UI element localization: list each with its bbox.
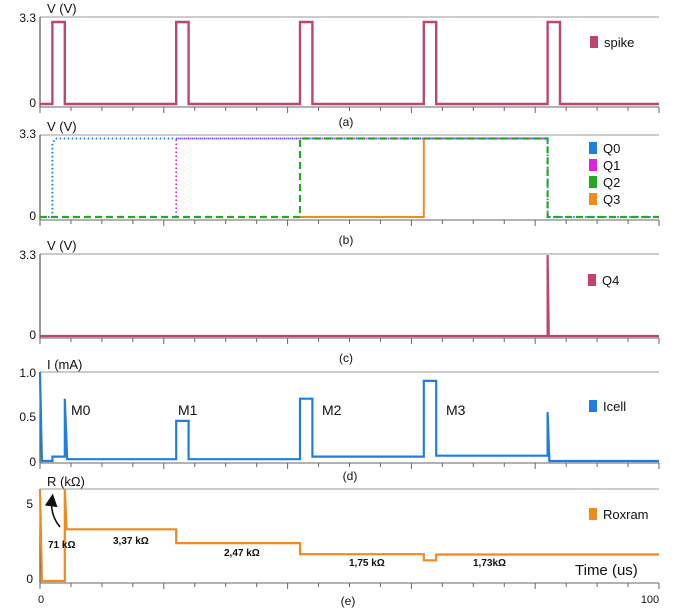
legend-label-icell: Icell — [603, 399, 626, 414]
legend-swatch-q4 — [588, 274, 596, 286]
x-tick-label-0: 0 — [38, 594, 44, 606]
legend-label-q1: Q1 — [603, 158, 620, 173]
panel-c-x-ticks — [39, 338, 660, 344]
panel-b-ytick-bottom: 0 — [29, 209, 36, 223]
annotation-arrow — [44, 493, 61, 528]
annotation-m0: M0 — [71, 402, 91, 418]
legend-label-roxram: Roxram — [603, 507, 649, 522]
panel-d-ytick-mid: 0.5 — [19, 410, 36, 424]
panel-e-ylabel: R (kΩ) — [47, 474, 85, 489]
panel-c-subtitle: (c) — [339, 351, 353, 365]
annotation-2-47-kohm: 2,47 kΩ — [224, 548, 260, 559]
legend-swatch-q2 — [589, 176, 597, 188]
legend-swatch-roxram — [589, 508, 597, 520]
panel-e: R (kΩ) 5 0 71 kΩ 3,37 kΩ 2,47 kΩ 1,75 kΩ… — [26, 474, 660, 608]
legend-swatch-icell — [589, 400, 597, 412]
series-line-icell — [38, 371, 659, 463]
annotation-1-73-kohm: 1,73kΩ — [473, 558, 506, 569]
panel-d-subtitle: (d) — [343, 469, 358, 483]
panel-e-subtitle: (e) — [341, 594, 356, 608]
legend-label-q0: Q0 — [603, 141, 620, 156]
panel-b: V (V) 3.3 0 Q0 Q1 Q2 Q3 (b) — [19, 119, 660, 247]
panel-c-ytick-top: 3.3 — [19, 248, 36, 262]
annotation-3-37-kohm: 3,37 kΩ — [113, 536, 149, 547]
panel-c: V (V) 3.3 0 Q4 (c) — [19, 238, 660, 365]
series-line-roxram — [38, 488, 659, 583]
series-line-q4 — [40, 254, 659, 338]
series-line-q2 — [40, 137, 659, 219]
panel-a-x-ticks — [39, 107, 660, 113]
legend-label-q2: Q2 — [603, 175, 620, 190]
panel-a-subtitle: (a) — [339, 115, 354, 129]
panel-b-x-ticks — [39, 220, 660, 226]
panel-c-ylabel: V (V) — [47, 238, 77, 253]
panel-e-ytick-5: 5 — [26, 497, 33, 511]
panel-e-x-ticks — [39, 583, 660, 589]
panel-b-ylabel: V (V) — [47, 119, 77, 134]
x-axis-title: Time (us) — [575, 562, 638, 579]
panel-d-ytick-bottom: 0 — [29, 455, 36, 469]
panel-e-ytick-0: 0 — [26, 572, 33, 586]
legend-label-spike: spike — [604, 35, 634, 50]
panel-a: V (V) 3.3 0 spike (a) — [19, 1, 660, 129]
panel-a-ytick-bottom: 0 — [29, 96, 36, 110]
panel-b-ytick-top: 3.3 — [19, 127, 36, 141]
series-line-q1 — [175, 137, 548, 217]
legend-swatch-q0 — [589, 142, 597, 154]
panel-d-ytick-top: 1.0 — [19, 366, 36, 380]
legend-label-q4: Q4 — [602, 273, 619, 288]
legend-label-q3: Q3 — [603, 192, 620, 207]
series-line-spike — [40, 20, 659, 106]
panel-d-ylabel: I (mA) — [47, 357, 82, 372]
annotation-m1: M1 — [178, 402, 198, 418]
panel-a-ylabel: V (V) — [47, 1, 77, 16]
legend-swatch-q3 — [589, 193, 597, 205]
panel-c-ytick-bottom: 0 — [29, 328, 36, 342]
panel-d-x-ticks — [39, 463, 660, 469]
legend-swatch-spike — [590, 36, 598, 48]
legend-swatch-q1 — [589, 159, 597, 171]
x-tick-label-100: 100 — [641, 594, 659, 606]
annotation-m2: M2 — [322, 402, 342, 418]
annotation-71-kohm: 71 kΩ — [48, 540, 75, 551]
panel-b-subtitle: (b) — [339, 233, 354, 247]
annotation-m3: M3 — [446, 402, 466, 418]
panel-a-ytick-top: 3.3 — [19, 11, 36, 25]
annotation-1-75-kohm: 1,75 kΩ — [349, 558, 385, 569]
panel-d: I (mA) 1.0 0.5 0 M0 M1 M2 M3 Icell (d) — [19, 357, 660, 483]
series-line-q3 — [300, 137, 548, 218]
series-line-q0 — [40, 137, 659, 218]
